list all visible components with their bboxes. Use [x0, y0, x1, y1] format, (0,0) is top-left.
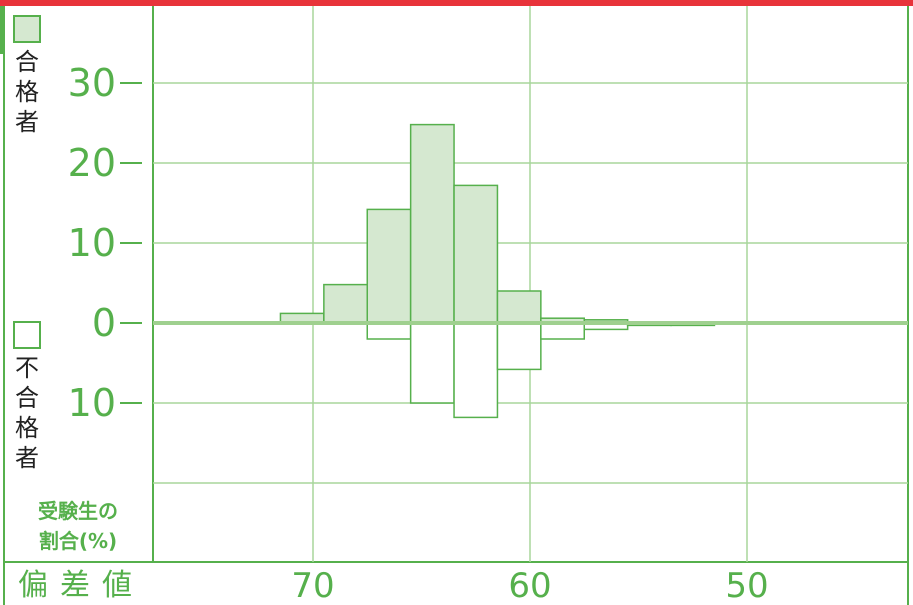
bar-pass-64.5: [409, 123, 455, 324]
legend-fail-char-3: 格: [15, 414, 39, 442]
bar-pass-62.5: [453, 184, 499, 324]
x-tick-label-70: 70: [291, 566, 334, 605]
y-axis-ticks: 30 20 10 0 10: [68, 61, 142, 425]
legend-fail-char-2: 合: [15, 384, 39, 412]
left-accent-bar: [0, 6, 4, 54]
top-accent-bar: [0, 0, 913, 6]
bar-fail-66.5: [366, 322, 412, 340]
x-tick-label-60: 60: [508, 566, 551, 605]
legend-pass-char-3: 者: [15, 108, 39, 136]
x-axis-ticks: 70 60 50: [291, 566, 768, 605]
y-tick-label-pass-30: 30: [68, 61, 116, 105]
y-axis-note-line2: 割合(%): [39, 529, 117, 553]
bars: [279, 123, 716, 419]
bar-pass-60.5: [496, 290, 542, 324]
legend-pass-char-1: 合: [15, 48, 39, 76]
legend-pass-char-2: 格: [15, 78, 39, 106]
legend-fail-char-4: 者: [15, 444, 39, 472]
bar-pass-68.5: [323, 283, 369, 324]
grid-lines: [153, 6, 908, 562]
y-axis-note-line1: 受験生の: [38, 499, 118, 523]
legend-fail-char-1: 不: [15, 354, 39, 382]
bar-fail-58.5: [540, 322, 585, 340]
y-tick-label-fail-10: 10: [68, 381, 116, 425]
legend-pass-swatch: [13, 15, 41, 43]
bar-fail-62.5: [453, 322, 499, 419]
bar-fail-64.5: [409, 322, 455, 404]
x-axis-title: 偏差値: [18, 568, 144, 603]
y-tick-label-pass-0: 0: [92, 301, 116, 345]
y-tick-label-pass-20: 20: [68, 141, 116, 185]
y-tick-label-pass-10: 10: [68, 221, 116, 265]
x-tick-label-50: 50: [725, 566, 768, 605]
bar-pass-66.5: [366, 208, 412, 324]
legend-fail-swatch: [13, 321, 41, 349]
bar-fail-60.5: [496, 322, 542, 371]
